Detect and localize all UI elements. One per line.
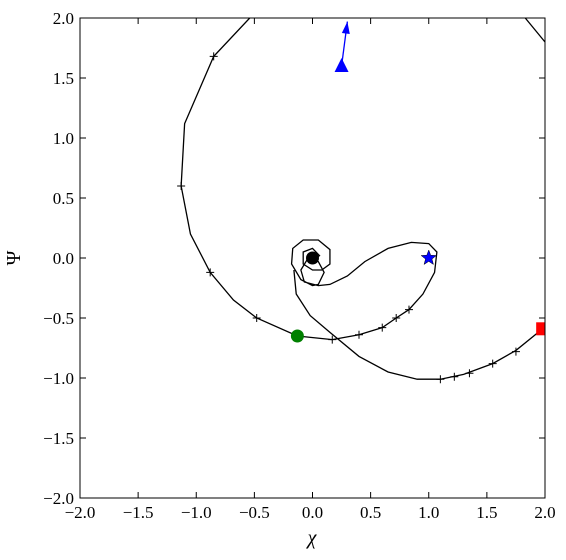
- x-tick-label: 0.0: [302, 503, 323, 522]
- plus-marker: [465, 369, 474, 378]
- y-tick-label: −1.0: [43, 369, 74, 388]
- circle-marker: [290, 329, 304, 343]
- y-tick-label: 1.0: [53, 129, 74, 148]
- y-tick-label: −1.5: [43, 429, 74, 448]
- plus-marker: [378, 323, 387, 332]
- plot-area: [177, 18, 545, 384]
- x-tick-label: 2.0: [534, 503, 555, 522]
- plus-marker: [436, 375, 445, 384]
- y-tick-label: 2.0: [53, 9, 74, 28]
- arrow-head: [341, 21, 350, 35]
- x-tick-label: 0.5: [360, 503, 381, 522]
- plus-marker: [450, 372, 459, 381]
- plus-marker: [252, 314, 261, 322]
- plus-marker: [177, 182, 186, 190]
- x-tick-label: −1.5: [123, 503, 154, 522]
- series-line: [180, 18, 545, 380]
- plus-marker: [511, 347, 520, 356]
- plus-marker: [328, 335, 337, 344]
- plus-marker: [206, 268, 215, 277]
- plus-marker: [404, 305, 413, 314]
- square-marker: [536, 322, 545, 336]
- star-marker: [420, 249, 438, 266]
- plus-marker: [209, 52, 218, 61]
- y-tick-label: 0.0: [53, 249, 74, 268]
- y-axis-label: Ψ: [3, 250, 25, 265]
- y-tick-label: −0.5: [43, 309, 74, 328]
- y-tick-label: 1.5: [53, 69, 74, 88]
- x-tick-label: 1.5: [476, 503, 497, 522]
- x-tick-label: −0.5: [239, 503, 270, 522]
- triangle-marker: [334, 58, 349, 72]
- x-tick-label: −2.0: [65, 503, 96, 522]
- x-axis-label: χ: [306, 527, 318, 549]
- circle-marker: [306, 251, 319, 265]
- y-tick-label: 0.5: [53, 189, 74, 208]
- x-tick-label: 1.0: [418, 503, 439, 522]
- plus-marker: [392, 314, 401, 322]
- plus-marker: [488, 359, 497, 368]
- y-tick-label: −2.0: [43, 489, 74, 508]
- x-tick-label: −1.0: [181, 503, 212, 522]
- plus-marker: [355, 330, 363, 339]
